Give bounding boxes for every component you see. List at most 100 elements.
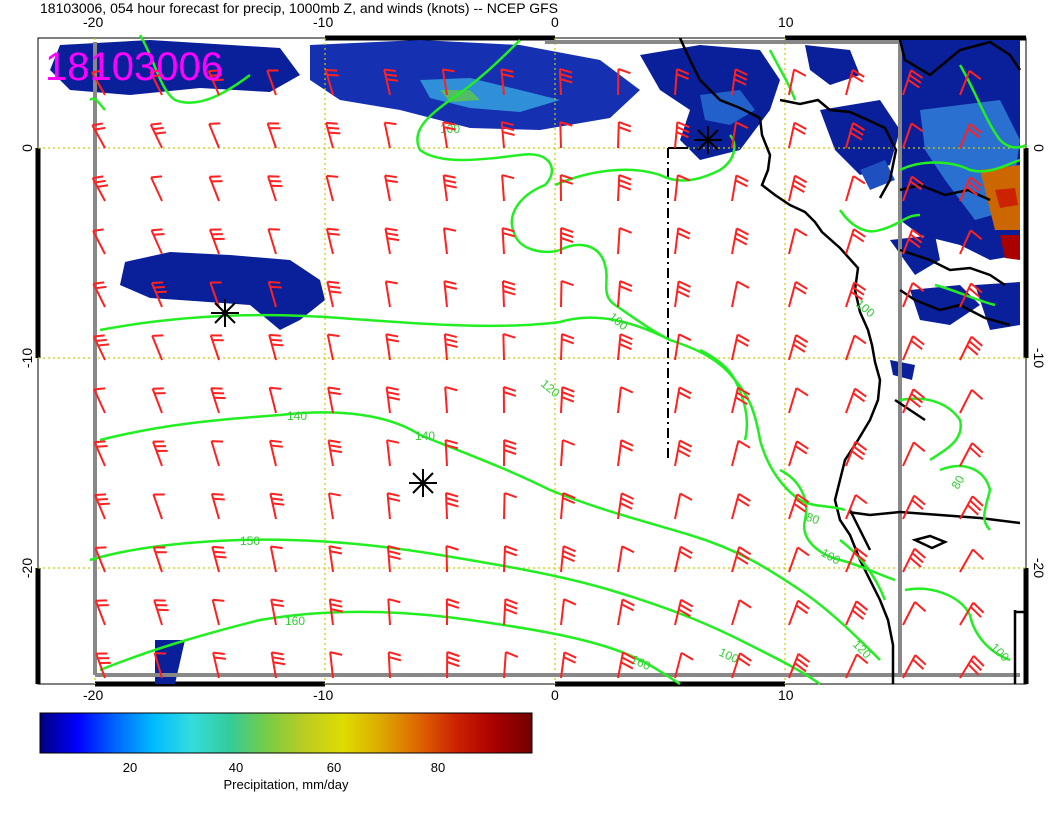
- wind-barb: [211, 598, 225, 626]
- colorbar-tick-label: 80: [431, 760, 445, 775]
- wind-barb: [902, 654, 927, 679]
- wind-barb: [443, 333, 458, 361]
- wind-barb: [326, 280, 342, 308]
- wind-barb: [560, 598, 577, 626]
- wind-barb: [959, 548, 985, 573]
- left-tick-labels: 0 -10 -20: [19, 144, 35, 578]
- wind-barb: [210, 492, 225, 520]
- wind-barb: [503, 598, 518, 626]
- wind-barb: [91, 69, 106, 96]
- domain-box: [93, 40, 1020, 677]
- contour-label: 140: [287, 409, 307, 423]
- wind-barb: [209, 281, 222, 308]
- wind-barb: [845, 122, 866, 149]
- wind-barb: [959, 335, 983, 361]
- wind-barb: [731, 386, 751, 414]
- tick-label: -10: [19, 348, 35, 368]
- wind-barb: [325, 121, 341, 149]
- wind-barb: [617, 386, 634, 414]
- wind-barb: [731, 68, 748, 96]
- wind-barb: [959, 70, 982, 96]
- wind-barb: [560, 333, 575, 361]
- wind-barb: [731, 121, 749, 149]
- wind-barb: [845, 440, 868, 467]
- wind-barb: [269, 545, 283, 573]
- wind-barb: [326, 333, 340, 361]
- wind-barb: [674, 333, 692, 361]
- wind-barb: [674, 545, 693, 573]
- wind-barb: [617, 121, 632, 149]
- wind-barb: [674, 280, 691, 308]
- contour-label: 140: [415, 429, 435, 443]
- wind-barb: [210, 387, 226, 414]
- wind-barb: [674, 439, 693, 467]
- wind-barb: [959, 655, 985, 679]
- precip-patch: [890, 360, 915, 380]
- wind-barb: [617, 651, 636, 679]
- colorbar-title: Precipitation, mm/day: [224, 777, 349, 792]
- wind-barb: [674, 598, 694, 626]
- precip-patch: [995, 188, 1018, 208]
- wind-barb: [152, 546, 167, 573]
- wind-barb: [325, 227, 340, 255]
- wind-barb: [501, 174, 515, 202]
- wind-barb: [270, 651, 286, 679]
- wind-barb: [270, 598, 285, 626]
- wind-barb: [617, 492, 635, 520]
- tick-label: 0: [19, 144, 35, 152]
- tick-label: -10: [313, 687, 333, 703]
- contour-label: 160: [285, 614, 305, 628]
- center-marker: [211, 299, 239, 327]
- wind-barb: [443, 280, 458, 308]
- bottom-tick-labels: -20 -10 0 10: [83, 687, 794, 703]
- precip-patch: [805, 45, 860, 85]
- wind-barb: [731, 546, 752, 573]
- wind-barb: [501, 280, 516, 308]
- wind-barb: [788, 68, 807, 96]
- wind-barb: [845, 228, 866, 255]
- colorbar-ticks: 20 40 60 80: [123, 760, 445, 775]
- wind-barb: [845, 334, 867, 361]
- wind-barb: [731, 652, 752, 679]
- wind-barb: [503, 492, 517, 520]
- wind-barb: [845, 387, 867, 414]
- wind-barb: [152, 440, 168, 467]
- wind-barb: [617, 68, 631, 96]
- wind-barb: [266, 122, 281, 149]
- wind-barb: [788, 121, 807, 149]
- wind-barb: [502, 333, 516, 361]
- wind-barb: [444, 386, 458, 414]
- wind-barb: [327, 386, 342, 414]
- wind-barb: [386, 439, 400, 467]
- precip-patch: [120, 252, 325, 330]
- wind-barb: [95, 652, 111, 679]
- wind-barb: [383, 121, 397, 149]
- wind-barb: [845, 175, 866, 202]
- geopotential-contours: [89, 34, 1027, 686]
- tick-label: 0: [551, 14, 559, 30]
- contour-label: 150: [240, 534, 260, 548]
- wind-barb: [153, 599, 169, 626]
- wind-barb: [617, 280, 633, 308]
- tick-label: -20: [1031, 558, 1047, 578]
- wind-barb: [560, 227, 574, 255]
- wind-barb: [386, 492, 401, 520]
- tick-label: -20: [19, 558, 35, 578]
- wind-barb: [208, 175, 223, 202]
- wind-barb: [445, 492, 459, 520]
- wind-barb: [617, 598, 635, 626]
- wind-barb: [788, 387, 809, 414]
- wind-barb: [500, 121, 515, 149]
- wind-barb: [267, 281, 282, 308]
- tick-label: -10: [313, 14, 333, 30]
- wind-barb: [328, 545, 343, 573]
- wind-barb: [94, 599, 109, 626]
- wind-barb: [902, 282, 925, 308]
- map-title: 18103006, 054 hour forecast for precip, …: [40, 0, 558, 16]
- wind-barb: [91, 122, 106, 149]
- wind-barb: [503, 439, 517, 467]
- wind-barb: [442, 174, 457, 202]
- wind-barb: [94, 493, 110, 520]
- tick-label: -10: [1031, 348, 1047, 368]
